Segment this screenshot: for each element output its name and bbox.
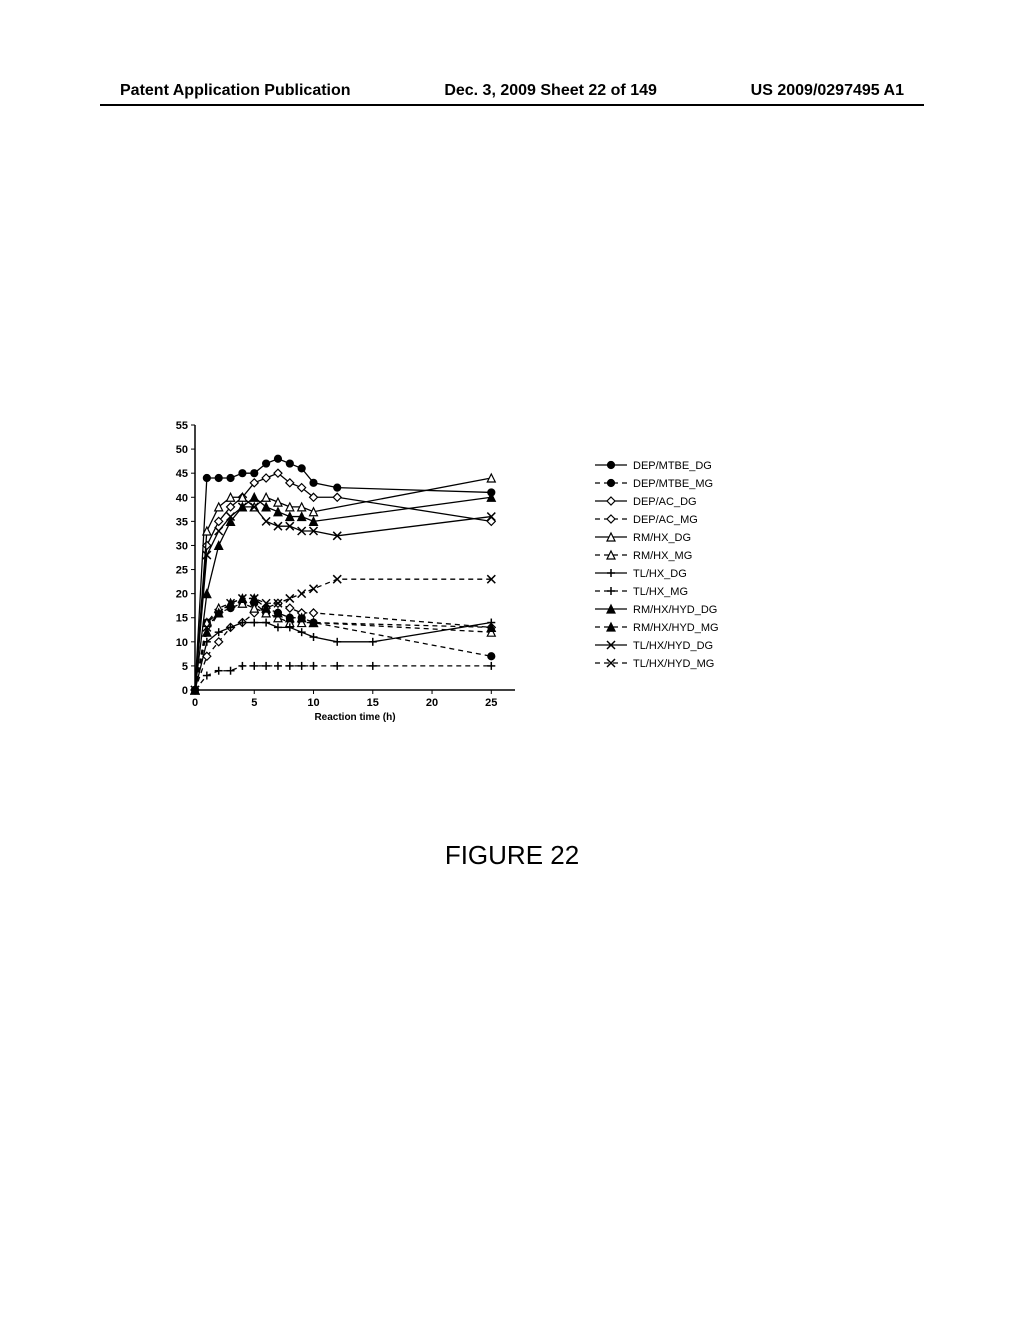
- svg-text:DEP/AC_DG: DEP/AC_DG: [633, 496, 697, 508]
- svg-text:TL/HX/HYD_MG: TL/HX/HYD_MG: [633, 658, 714, 670]
- svg-text:15: 15: [176, 613, 188, 625]
- svg-text:RM/HX_DG: RM/HX_DG: [633, 532, 691, 544]
- svg-text:TL/HX/HYD_DG: TL/HX/HYD_DG: [633, 640, 713, 652]
- svg-text:45: 45: [176, 468, 188, 480]
- svg-text:RM/HX/HYD_MG: RM/HX/HYD_MG: [633, 622, 719, 634]
- svg-text:50: 50: [176, 444, 188, 456]
- svg-text:DEP/AC_MG: DEP/AC_MG: [633, 514, 698, 526]
- chart-svg: 0 5 10 15 20 25 30 35 40 45 50 55 0 5 10 15 20 25 Reaction…: [155, 420, 875, 730]
- svg-text:35: 35: [176, 516, 188, 528]
- svg-text:DEP/MTBE_MG: DEP/MTBE_MG: [633, 478, 713, 490]
- svg-text:25: 25: [485, 697, 497, 709]
- svg-text:30: 30: [176, 540, 188, 552]
- svg-text:10: 10: [307, 697, 319, 709]
- svg-text:DEP/MTBE_DG: DEP/MTBE_DG: [633, 460, 712, 472]
- svg-text:40: 40: [176, 492, 188, 504]
- svg-text:5: 5: [251, 697, 257, 709]
- svg-text:20: 20: [176, 589, 188, 601]
- figure-label: FIGURE 22: [0, 840, 1024, 871]
- svg-text:Reaction time (h): Reaction time (h): [314, 712, 395, 723]
- svg-text:0: 0: [182, 685, 188, 697]
- svg-text:TL/HX_DG: TL/HX_DG: [633, 568, 687, 580]
- svg-text:25: 25: [176, 565, 188, 577]
- svg-text:5: 5: [182, 661, 188, 673]
- header-center: Dec. 3, 2009 Sheet 22 of 149: [444, 82, 657, 100]
- svg-text:10: 10: [176, 637, 188, 649]
- svg-text:55: 55: [176, 420, 188, 432]
- svg-text:RM/HX/HYD_DG: RM/HX/HYD_DG: [633, 604, 717, 616]
- header-left: Patent Application Publication: [120, 82, 351, 100]
- header-right: US 2009/0297495 A1: [751, 82, 904, 100]
- chart: 0 5 10 15 20 25 30 35 40 45 50 55 0 5 10 15 20 25 Reaction…: [155, 420, 875, 730]
- svg-text:0: 0: [192, 697, 198, 709]
- svg-text:RM/HX_MG: RM/HX_MG: [633, 550, 692, 562]
- header-rule: [100, 104, 924, 106]
- svg-text:20: 20: [426, 697, 438, 709]
- svg-text:TL/HX_MG: TL/HX_MG: [633, 586, 688, 598]
- svg-text:15: 15: [367, 697, 379, 709]
- page-header: Patent Application Publication Dec. 3, 2…: [0, 82, 1024, 106]
